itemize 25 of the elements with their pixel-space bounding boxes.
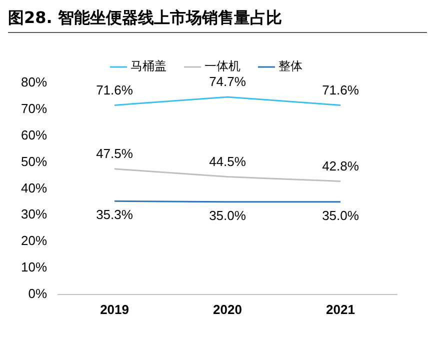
data-label: 44.5%	[209, 154, 246, 169]
y-tick-label: 70%	[20, 101, 48, 116]
data-label: 47.5%	[96, 146, 134, 161]
y-tick-label: 0%	[28, 286, 48, 301]
x-tick-label: 2020	[213, 302, 242, 317]
chart-title: 图28. 智能坐便器线上市场销售量占比	[8, 8, 427, 33]
legend-label: 整体	[278, 59, 302, 74]
y-tick-label: 80%	[20, 74, 48, 90]
y-tick-label: 30%	[20, 206, 48, 222]
x-tick-label: 2021	[326, 302, 355, 317]
data-label: 35.0%	[209, 208, 246, 223]
data-label: 71.6%	[322, 82, 360, 98]
y-tick-label: 50%	[20, 154, 48, 169]
y-tick-label: 10%	[20, 260, 48, 275]
y-tick-label: 60%	[20, 127, 48, 142]
x-tick-label: 2019	[100, 302, 129, 317]
y-tick-label: 20%	[20, 233, 48, 248]
data-label: 71.6%	[96, 82, 134, 98]
legend-label: 一体机	[204, 59, 240, 74]
legend-label: 马桶盖	[130, 59, 166, 74]
data-label: 42.8%	[322, 158, 360, 174]
data-label: 35.0%	[322, 208, 360, 223]
data-label: 35.3%	[96, 207, 134, 222]
y-tick-label: 40%	[20, 180, 48, 196]
data-label: 74.7%	[209, 74, 246, 90]
